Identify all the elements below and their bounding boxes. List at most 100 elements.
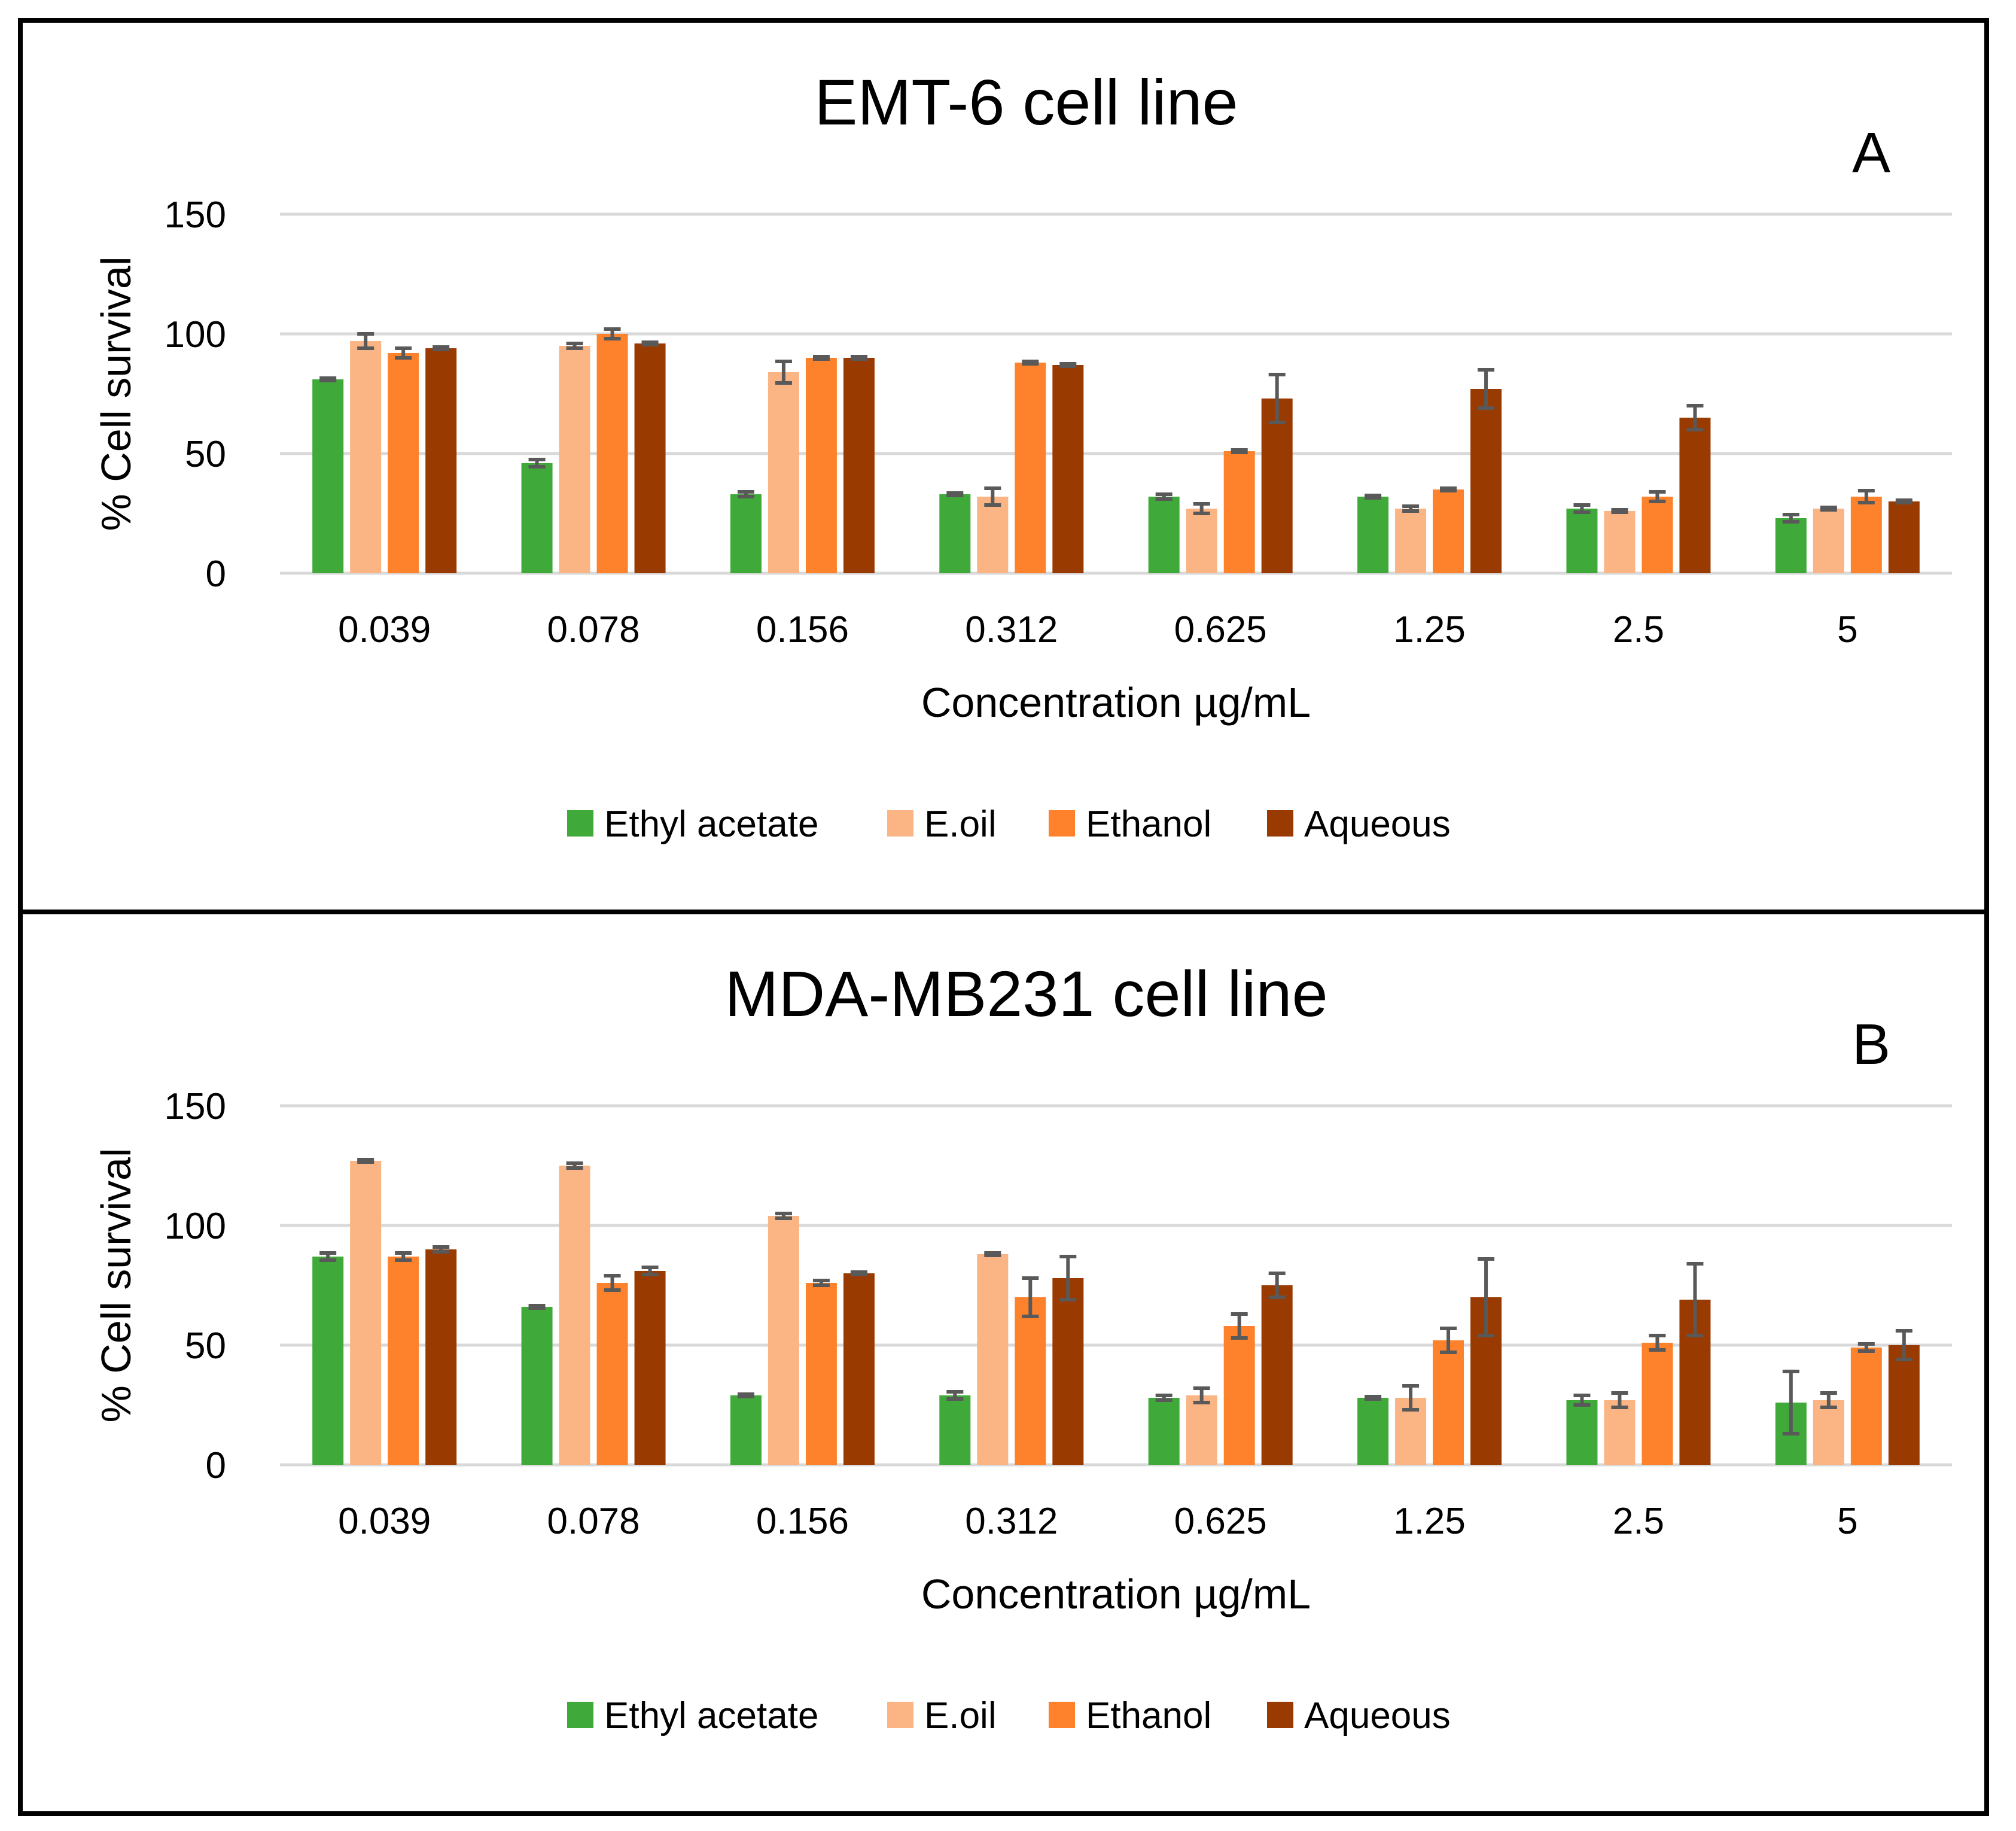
error-bar <box>357 332 374 350</box>
error-bar <box>604 327 621 340</box>
error-bar <box>1686 1262 1704 1337</box>
legend-label: Ethyl acetate <box>604 1695 818 1736</box>
error-bar <box>1231 1312 1248 1340</box>
bar-aqueous-0.039 <box>425 348 457 573</box>
error-bar <box>1478 1257 1495 1337</box>
error-bar <box>1193 502 1210 515</box>
error-bar <box>1022 1276 1039 1318</box>
error-bar <box>1857 1342 1875 1353</box>
error-bar <box>1440 486 1457 492</box>
error-bar <box>812 1279 830 1287</box>
error-bar <box>850 1270 867 1276</box>
legend-label: Ethyl acetate <box>604 804 818 845</box>
error-bar <box>1782 1370 1799 1435</box>
error-bar <box>1820 1391 1837 1409</box>
bar-ethanol-0.156 <box>805 1283 837 1465</box>
bar-ethanol-2.5 <box>1642 1343 1673 1465</box>
bar-ethyl-acetate-1.25 <box>1357 1398 1389 1465</box>
bar-ethanol-0.039 <box>388 1257 419 1465</box>
error-bar <box>395 1251 412 1262</box>
chart-title: EMT-6 cell line <box>814 66 1238 138</box>
bar-e-oil-1.25 <box>1395 509 1427 573</box>
error-bar <box>1478 368 1495 410</box>
legend-swatch <box>887 810 913 837</box>
error-bar <box>1155 1394 1173 1402</box>
chart-b: MDA-MB231 cell line B 0 50 100 150 % Cell surv… <box>93 957 1952 1736</box>
error-bar <box>641 1266 659 1276</box>
bar-aqueous-0.078 <box>634 1271 666 1465</box>
error-bar <box>775 360 792 385</box>
error-bar <box>1059 1255 1077 1301</box>
bar-e-oil-2.5 <box>1604 511 1636 573</box>
legend-item-aqueous: Aqueous <box>1267 1695 1451 1736</box>
x-tick-label: 0.312 <box>965 1501 1058 1542</box>
bar-ethanol-0.078 <box>596 334 628 573</box>
error-bar <box>1611 508 1628 514</box>
error-bar <box>1649 1334 1666 1352</box>
error-bar <box>812 355 830 361</box>
y-tick-label: 50 <box>185 434 226 475</box>
x-tick-label: 0.625 <box>1174 1501 1267 1542</box>
legend-item-ethyl-acetate: Ethyl acetate <box>567 804 818 845</box>
y-axis-label: % Cell survival <box>93 1148 139 1423</box>
bar-e-oil-2.5 <box>1604 1400 1636 1465</box>
legend-label: Aqueous <box>1304 804 1451 845</box>
error-bar <box>1402 1384 1420 1412</box>
error-bar <box>1895 498 1913 504</box>
x-tick-label: 1.25 <box>1393 609 1466 650</box>
legend-item-aqueous: Aqueous <box>1267 804 1451 845</box>
error-bar <box>395 346 412 360</box>
bar-ethanol-5 <box>1850 497 1882 573</box>
bar-aqueous-5 <box>1888 1345 1920 1465</box>
legend-label: E.oil <box>924 804 997 845</box>
error-bar <box>1857 489 1875 504</box>
bar-ethyl-acetate-0.625 <box>1148 1398 1180 1465</box>
bar-ethanol-0.039 <box>388 353 419 573</box>
legend-swatch <box>887 1702 913 1728</box>
bar-ethanol-0.625 <box>1223 1326 1255 1465</box>
legend-label: E.oil <box>924 1695 997 1736</box>
legend-item-ethanol: Ethanol <box>1049 804 1211 845</box>
y-tick-label: 150 <box>165 1086 226 1127</box>
error-bar <box>357 1158 374 1164</box>
bar-ethyl-acetate-2.5 <box>1566 509 1598 573</box>
x-tick-label: 0.078 <box>547 1501 639 1542</box>
bar-aqueous-0.312 <box>1052 365 1084 573</box>
y-tick-label: 100 <box>165 314 226 355</box>
x-tick-label: 0.312 <box>965 609 1058 650</box>
bar-e-oil-0.625 <box>1186 509 1217 573</box>
x-axis-label: Concentration µg/mL <box>921 1571 1311 1617</box>
bar-ethanol-1.25 <box>1433 1340 1464 1465</box>
y-axis-label: % Cell survival <box>93 257 139 531</box>
bar-e-oil-5 <box>1813 1400 1844 1465</box>
bar-ethyl-acetate-5 <box>1775 518 1807 573</box>
error-bar <box>1440 1327 1457 1354</box>
panel-letter: A <box>1852 121 1890 185</box>
error-bar <box>775 1212 792 1220</box>
bar-ethanol-1.25 <box>1433 489 1464 573</box>
error-bar <box>319 376 337 382</box>
bar-e-oil-0.078 <box>559 346 590 573</box>
error-bar <box>1820 506 1837 512</box>
y-tick-label: 100 <box>165 1206 226 1247</box>
bar-e-oil-0.312 <box>977 497 1009 573</box>
error-bar <box>1193 1386 1210 1404</box>
bar-ethyl-acetate-0.078 <box>521 1307 553 1465</box>
bar-aqueous-0.078 <box>634 343 666 573</box>
bar-e-oil-0.625 <box>1186 1395 1217 1465</box>
error-bar <box>566 342 583 350</box>
x-tick-label: 0.156 <box>756 1501 849 1542</box>
bar-ethyl-acetate-0.039 <box>312 1257 344 1465</box>
bar-ethanol-0.156 <box>805 358 837 573</box>
panel-letter: B <box>1852 1012 1890 1076</box>
bar-aqueous-1.25 <box>1470 389 1502 573</box>
legend-label: Ethanol <box>1086 1695 1211 1736</box>
bar-aqueous-5 <box>1888 501 1920 573</box>
chart-title: MDA-MB231 cell line <box>724 957 1327 1030</box>
bar-aqueous-0.312 <box>1052 1278 1084 1465</box>
error-bar <box>641 340 659 346</box>
bar-e-oil-0.039 <box>350 341 382 573</box>
bar-ethanol-0.078 <box>596 1283 628 1465</box>
x-tick-label: 0.078 <box>547 609 639 650</box>
error-bar <box>1022 360 1039 366</box>
